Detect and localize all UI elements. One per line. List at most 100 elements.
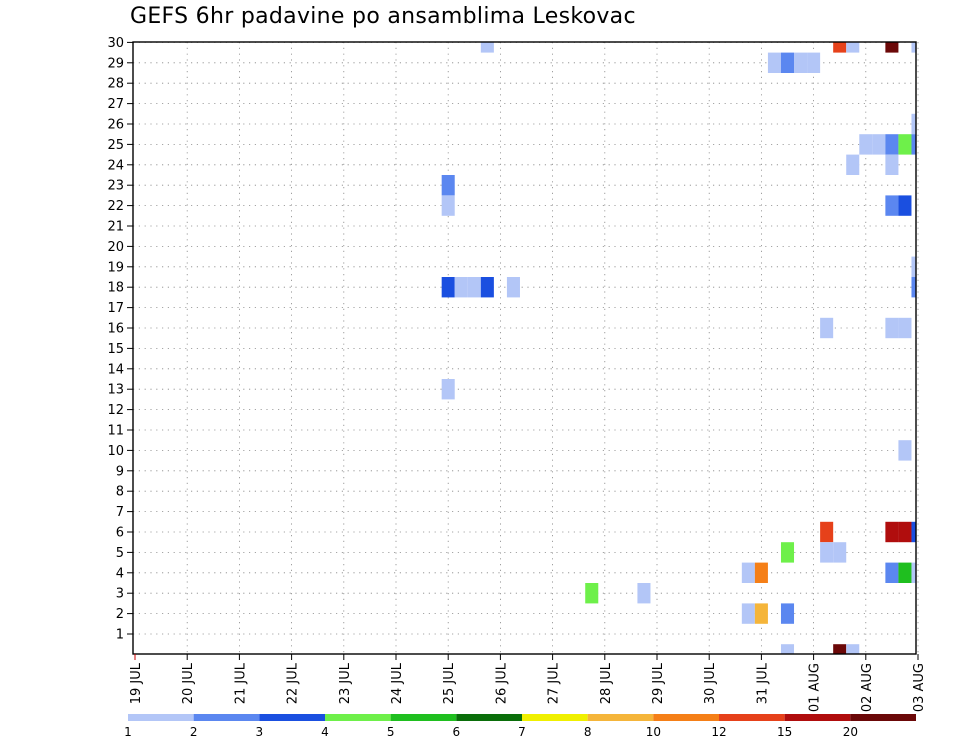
precip-cell	[911, 42, 916, 53]
y-tick-label: 10	[107, 444, 124, 459]
colorbar-label: 6	[453, 725, 461, 739]
precip-cell	[820, 317, 834, 339]
precip-cell	[872, 134, 886, 155]
colorbar-label: 10	[646, 725, 661, 739]
precip-cell	[833, 42, 847, 53]
colorbar-swatch	[653, 714, 719, 721]
precip-cell	[859, 134, 873, 155]
precip-cell	[911, 277, 916, 298]
y-tick-label: 18	[107, 281, 124, 296]
x-tick-label: 21 JUL	[233, 662, 248, 704]
colorbar-label: 8	[584, 725, 592, 739]
colorbar-label: 7	[518, 725, 526, 739]
colorbar-swatch	[325, 714, 391, 721]
precip-cell	[846, 644, 860, 654]
colorbar-swatch	[193, 714, 260, 721]
y-tick-label: 30	[107, 36, 124, 51]
precip-cell	[898, 562, 912, 583]
x-tick-label: 24 JUL	[390, 662, 405, 704]
precip-cell	[846, 42, 860, 53]
y-tick-label: 7	[116, 505, 124, 520]
precip-cell	[441, 175, 455, 196]
precip-cell	[506, 277, 520, 298]
precip-cell	[767, 52, 781, 73]
precip-cell	[441, 277, 455, 298]
y-tick-label: 9	[116, 464, 124, 479]
precip-cell	[898, 317, 912, 339]
precip-cell	[754, 562, 768, 583]
precip-cell	[898, 134, 912, 155]
y-tick-label: 16	[107, 322, 124, 337]
y-tick-label: 27	[107, 97, 124, 112]
precip-cell	[780, 603, 795, 624]
colorbar-label: 2	[190, 725, 198, 739]
x-tick-label: 02 AUG	[860, 663, 875, 712]
y-tick-label: 25	[107, 138, 124, 153]
y-tick-label: 24	[107, 158, 124, 173]
precip-cell	[585, 583, 599, 604]
precip-cell	[807, 52, 821, 73]
precip-cell	[480, 42, 494, 53]
precip-cell	[467, 277, 481, 298]
y-tick-label: 17	[107, 301, 124, 316]
x-tick-label: 01 AUG	[808, 663, 823, 712]
colorbar-swatch	[128, 714, 194, 721]
y-tick-label: 6	[116, 526, 124, 541]
y-tick-label: 8	[116, 485, 124, 500]
precip-cell	[911, 134, 916, 155]
x-tick-label: 28 JUL	[599, 662, 614, 704]
colorbar-label: 20	[843, 725, 858, 739]
y-tick-label: 23	[107, 179, 124, 194]
y-tick-label: 19	[107, 260, 124, 275]
colorbar-label: 1	[124, 725, 132, 739]
colorbar-swatch	[784, 714, 851, 721]
y-tick-label: 13	[107, 383, 124, 398]
x-axis: 19 JUL 20 JUL 21 JUL 22 JUL 23 JUL 24 JUL 25 J…	[129, 654, 927, 712]
precip-cell	[911, 562, 916, 583]
colorbar-label: 5	[387, 725, 395, 739]
precip-cell	[741, 562, 755, 583]
precip-cell	[441, 379, 455, 400]
x-tick-label: 30 JUL	[703, 662, 718, 704]
y-tick-label: 20	[107, 240, 124, 255]
colorbar-swatch	[259, 714, 325, 721]
y-tick-label: 29	[107, 56, 124, 71]
y-tick-label: 1	[116, 628, 124, 643]
plot-frame	[132, 41, 917, 655]
y-tick-label: 3	[116, 587, 124, 602]
colorbar-swatch	[390, 714, 457, 721]
precip-cell	[911, 113, 916, 135]
colorbar-swatch	[850, 714, 916, 721]
precip-cell	[780, 542, 795, 563]
y-tick-label: 2	[116, 607, 124, 622]
colorbar: 1 2 3 4 5 6 7 8 10 12 15 20	[124, 714, 916, 739]
precip-cell	[885, 562, 899, 583]
precip-cell	[820, 542, 834, 563]
precip-cell	[911, 521, 916, 543]
precip-cell	[885, 134, 899, 155]
x-tick-label: 31 JUL	[755, 662, 770, 704]
y-tick-label: 15	[107, 342, 124, 357]
y-tick-label: 11	[107, 424, 124, 439]
precip-cell	[898, 440, 912, 461]
x-tick-label: 23 JUL	[338, 662, 353, 704]
colorbar-swatch	[587, 714, 654, 721]
x-tick-label: 22 JUL	[286, 662, 301, 704]
precip-cell	[754, 603, 768, 624]
colorbar-swatch	[456, 714, 522, 721]
precip-cell	[820, 521, 834, 543]
precip-cell	[833, 644, 847, 654]
grid-lines	[133, 42, 919, 654]
precip-cell	[741, 603, 755, 624]
colorbar-swatch	[522, 714, 588, 721]
colorbar-label: 4	[321, 725, 329, 739]
y-tick-label: 4	[116, 566, 124, 581]
precip-cell	[911, 256, 916, 277]
y-axis: 1234567891011121314151617181920212223242…	[107, 36, 133, 643]
y-tick-label: 12	[107, 403, 124, 418]
x-tick-label: 25 JUL	[442, 662, 457, 704]
y-tick-label: 28	[107, 77, 124, 92]
precip-cell	[441, 195, 455, 216]
x-tick-label: 20 JUL	[181, 662, 196, 704]
